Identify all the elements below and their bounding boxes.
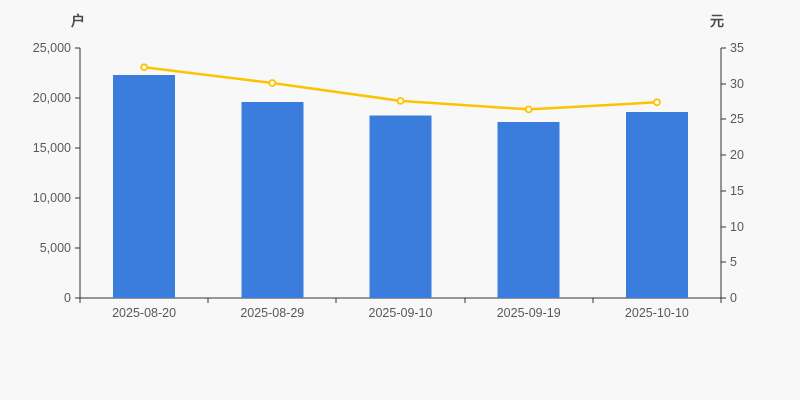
right-axis-tick-label: 20 xyxy=(730,148,744,162)
right-axis-tick-label: 5 xyxy=(730,255,737,269)
right-axis-tick-label: 25 xyxy=(730,112,744,126)
left-axis-tick-label: 0 xyxy=(64,291,71,305)
line-marker xyxy=(268,79,277,87)
right-axis-tick-label: 15 xyxy=(730,184,744,198)
left-axis-tick-label: 5,000 xyxy=(40,241,71,255)
line-marker xyxy=(653,98,661,107)
bar xyxy=(369,115,432,298)
x-axis-category-label: 2025-08-20 xyxy=(112,306,176,320)
line-marker xyxy=(140,63,149,72)
left-axis-tick-label: 15,000 xyxy=(33,141,71,155)
right-axis-tick-label: 10 xyxy=(730,220,744,234)
bar xyxy=(113,75,176,298)
x-axis-category-label: 2025-08-29 xyxy=(240,306,304,320)
x-axis-category-label: 2025-09-19 xyxy=(497,306,561,320)
bar xyxy=(625,112,688,298)
right-axis-unit-label: 元 xyxy=(710,13,724,29)
left-axis-unit-label: 户 xyxy=(71,13,85,29)
left-axis-tick-label: 25,000 xyxy=(33,41,71,55)
x-axis-category-label: 2025-10-10 xyxy=(625,306,689,320)
line-marker xyxy=(524,105,533,114)
bar xyxy=(241,102,304,298)
right-axis-tick-label: 30 xyxy=(730,77,744,91)
left-axis-tick-label: 20,000 xyxy=(33,91,71,105)
right-axis-tick-label: 35 xyxy=(730,41,744,55)
line-marker xyxy=(396,97,405,105)
right-axis-tick-label: 0 xyxy=(730,291,737,305)
x-axis-category-label: 2025-09-10 xyxy=(369,306,433,320)
left-axis-tick-label: 10,000 xyxy=(33,191,71,205)
bar xyxy=(497,122,560,298)
